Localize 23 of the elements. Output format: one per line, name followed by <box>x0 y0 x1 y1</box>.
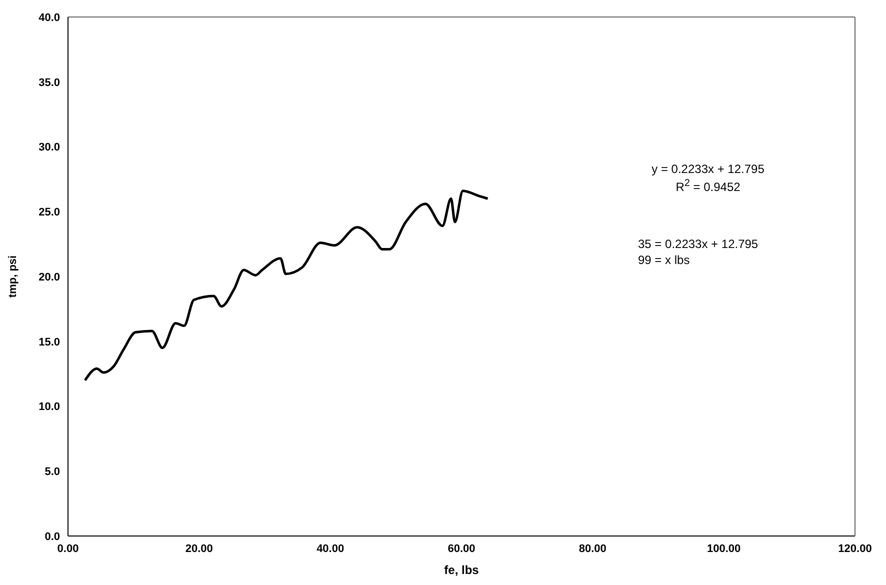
x-tick-label: 120.00 <box>838 542 872 555</box>
x-axis-title: fe, lbs <box>444 563 480 577</box>
annotation: 99 = x lbs <box>638 253 691 267</box>
annotation: 35 = 0.2233x + 12.795 <box>638 237 760 251</box>
y-tick-label: 10.0 <box>38 401 60 414</box>
annotation: R$^{2}$ = 0.9452 <box>674 178 742 194</box>
line-series <box>84 190 489 382</box>
x-tick-label: 0.00 <box>57 542 79 555</box>
y-tick-label: 15.0 <box>38 336 60 348</box>
y-tick-label: 5.0 <box>44 466 60 478</box>
y-axis-title: tmp, psi <box>6 255 19 298</box>
y-tick-label: 40.0 <box>38 12 60 24</box>
annotation: y = 0.2233x + 12.795 <box>650 162 766 176</box>
x-tick-label: 100.00 <box>707 542 741 555</box>
y-tick-label: 35.0 <box>38 76 60 89</box>
x-tick-label: 60.00 <box>448 542 476 555</box>
x-tick-label: 40.00 <box>316 542 344 555</box>
y-tick-label: 25.0 <box>38 206 60 219</box>
x-tick-label: 80.00 <box>578 542 606 555</box>
y-tick-label: 20.0 <box>38 271 60 284</box>
y-tick-label: 0.0 <box>44 530 60 543</box>
y-tick-label: 30.0 <box>38 142 60 154</box>
x-tick-label: 20.00 <box>185 542 213 555</box>
